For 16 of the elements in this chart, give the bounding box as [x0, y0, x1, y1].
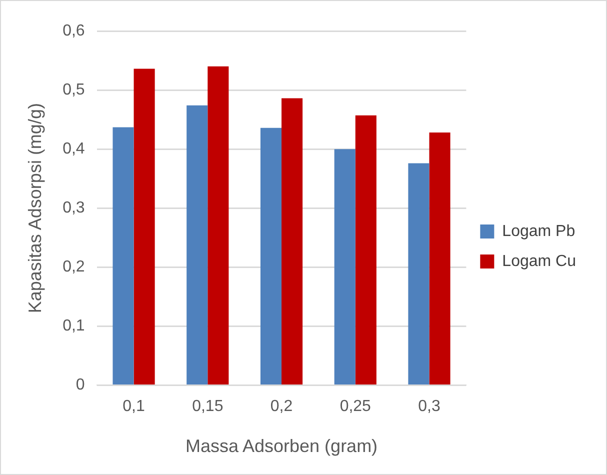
x-axis-title: Massa Adsorben (gram) — [185, 436, 378, 456]
y-axis-title: Kapasitas Adsorpsi (mg/g) — [24, 103, 45, 314]
y-tick-label: 0,2 — [62, 258, 85, 276]
x-tick-label: 0,15 — [192, 398, 224, 416]
y-tick-label: 0,4 — [62, 140, 85, 158]
legend-label: Logam Pb — [502, 222, 576, 240]
legend-label: Logam Cu — [502, 252, 576, 270]
y-tick-label: 0,5 — [62, 81, 85, 98]
y-tick-label: 0,3 — [62, 200, 85, 217]
x-tick-label: 0,1 — [122, 398, 145, 416]
x-tick-label: 0,25 — [340, 398, 372, 416]
x-tick-label: 0,3 — [418, 398, 440, 416]
y-tick-label: 0,1 — [62, 318, 85, 335]
y-tick-label: 0,6 — [62, 22, 85, 40]
x-tick-label: 0,2 — [270, 398, 293, 416]
y-tick-label: 0 — [76, 376, 85, 394]
